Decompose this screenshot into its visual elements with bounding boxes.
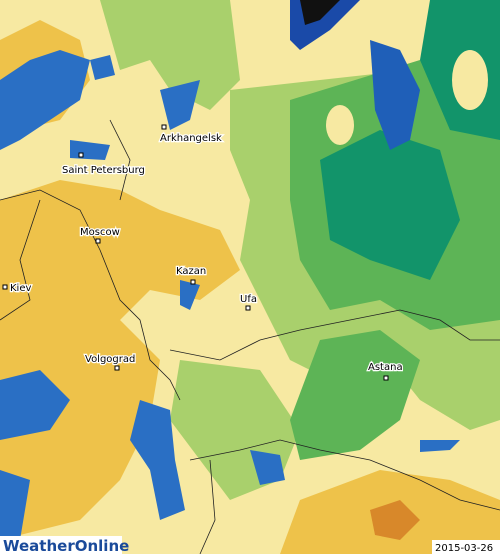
reservoir: [180, 280, 200, 310]
ice-sea: [300, 0, 340, 25]
border: [109, 119, 131, 201]
sea: [0, 470, 30, 545]
date-box: [432, 540, 500, 554]
warm-region: [0, 180, 240, 540]
mild-region: [100, 0, 240, 110]
black-sea: [0, 370, 70, 440]
city-dot: [95, 238, 101, 244]
city-dot: [114, 365, 120, 371]
city-dot: [78, 152, 84, 158]
logo-box: [0, 536, 122, 554]
lake-balkhash: [420, 440, 460, 452]
sea: [90, 55, 115, 80]
border: [169, 309, 500, 361]
baltic-sea: [0, 50, 90, 150]
city-dot: [245, 305, 251, 311]
caspian-sea: [130, 400, 185, 520]
city-label: Moscow: [80, 227, 120, 238]
snow-region: [370, 40, 420, 150]
aral-sea: [250, 450, 285, 485]
border: [199, 459, 216, 554]
city-label: Astana: [368, 362, 403, 373]
city-dot: [161, 124, 167, 130]
border: [189, 439, 500, 511]
city-label: Arkhangelsk: [160, 133, 222, 144]
city-label: Kazan: [176, 266, 206, 277]
city-label: Saint Petersburg: [62, 165, 145, 176]
warm-spot: [452, 50, 488, 110]
cool-region: [290, 330, 420, 460]
city-dot: [2, 284, 8, 290]
cold-region: [320, 130, 460, 280]
warm-spot: [326, 105, 354, 145]
logo: WeatherOnline: [3, 537, 129, 554]
border: [0, 189, 181, 401]
border: [0, 199, 41, 321]
city-label: Kiev: [10, 283, 31, 294]
hot-region: [370, 500, 420, 540]
city-label: Ufa: [240, 294, 257, 305]
city-dot: [383, 375, 389, 381]
city-markers: Arkhangelsk Saint Petersburg Moscow Kaza…: [2, 124, 404, 381]
city-dot: [190, 279, 196, 285]
date: 2015-03-26: [435, 543, 493, 554]
city-label: Volgograd: [85, 354, 135, 365]
white-sea: [160, 80, 200, 130]
